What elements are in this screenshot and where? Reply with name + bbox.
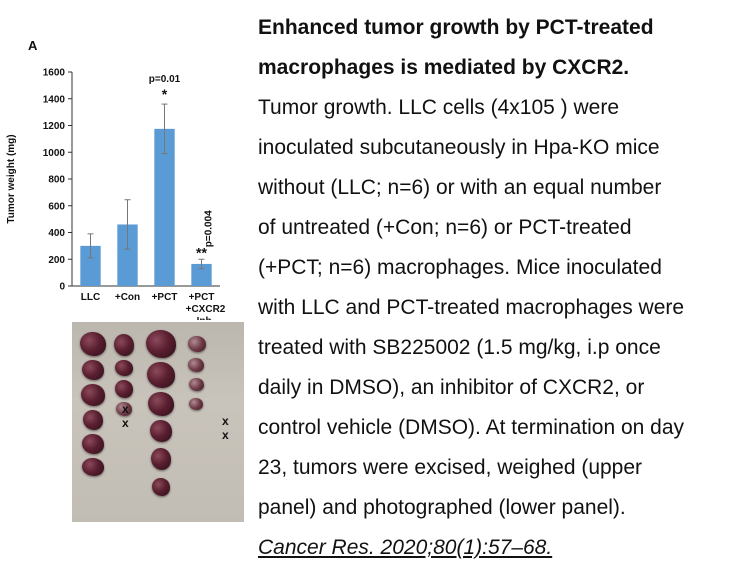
tumor-specimen [115, 380, 133, 398]
tumor-specimen [114, 334, 134, 356]
caption-body-line: daily in DMSO), an inhibitor of CXCR2, o… [258, 376, 645, 399]
caption-body-line: Tumor growth. LLC cells (4x105 ) were [258, 96, 620, 119]
caption-body-line: inoculated subcutaneously in Hpa-KO mice [258, 136, 660, 159]
caption-body: Tumor growth. LLC cells (4x105 ) were in… [258, 88, 753, 528]
x-marker: x [222, 428, 229, 442]
y-tick-label: 1200 [43, 121, 66, 132]
category-label: +CXCR2 [186, 304, 226, 315]
tumor-specimen [80, 332, 106, 356]
tumor-specimen [115, 360, 133, 376]
tumor-specimen [189, 378, 204, 391]
p-value-label: p=0.01 [149, 74, 181, 85]
tumor-specimen [148, 392, 174, 416]
caption-body-line: 23, tumors were excised, weighed (upper [258, 456, 643, 479]
category-label: LLC [81, 292, 100, 303]
tumor-specimen [81, 384, 105, 406]
caption-body-line: without (LLC; n=6) or with an equal numb… [258, 176, 662, 199]
tumor-specimen [82, 434, 104, 454]
tumor-specimen [82, 458, 104, 476]
category-label: +PCT [189, 292, 215, 303]
y-axis-label: Tumor weight (mg) [6, 134, 17, 223]
tumor-specimen [188, 336, 206, 352]
caption-body-line: treated with SB225002 (1.5 mg/kg, i.p on… [258, 336, 661, 359]
category-label: +Con [115, 292, 140, 303]
bar [191, 263, 212, 286]
caption-body-line: panel) and photographed (lower panel). [258, 496, 626, 519]
tumor-specimen [188, 358, 204, 372]
significance-stars: ** [196, 244, 207, 260]
tumor-specimen [189, 398, 203, 410]
caption-title: Enhanced tumor growth by PCT-treated mac… [258, 8, 753, 88]
p-value-label: p=0.004 [204, 210, 215, 247]
category-label: Inh. [197, 316, 215, 320]
citation-line: Cancer Res. 2020;80(1):57–68. [258, 528, 753, 568]
panel-label: A [28, 38, 38, 53]
bar [117, 224, 138, 286]
caption-body-line: with LLC and PCT-treated macrophages wer… [258, 296, 685, 319]
tumor-specimen [146, 330, 176, 358]
tumor-specimen [82, 360, 104, 380]
y-tick-label: 1400 [43, 94, 66, 105]
bar [154, 128, 175, 286]
x-marker: x [122, 402, 129, 416]
tumor-specimen [152, 478, 170, 496]
y-tick-label: 800 [48, 175, 65, 186]
caption-body-line: of untreated (+Con; n=6) or PCT-treated [258, 216, 632, 239]
caption-title-line: macrophages is mediated by CXCR2. [258, 56, 630, 79]
tumor-specimen [150, 420, 172, 442]
tumor-weight-chart: Tumor weight (mg) 0 200 400 600 800 1000 1200 14… [6, 68, 226, 321]
tumor-specimen [83, 410, 103, 430]
x-marker: x [222, 414, 229, 428]
y-tick-label: 600 [48, 201, 65, 212]
citation-link[interactable]: Cancer Res. 2020;80(1):57–68. [258, 536, 553, 559]
y-tick-label: 1000 [43, 148, 66, 159]
tumor-specimen [147, 362, 175, 388]
x-marker: x [122, 416, 129, 430]
caption-body-line: control vehicle (DMSO). At termination o… [258, 416, 685, 439]
y-tick-label: 200 [48, 255, 65, 266]
y-tick-label: 400 [48, 228, 65, 239]
significance-stars: * [162, 86, 168, 102]
caption: Enhanced tumor growth by PCT-treated mac… [258, 8, 753, 568]
figure-panel: A Tumor weight (mg) 0 200 400 600 800 1000 1200… [0, 0, 250, 567]
tumor-specimen [116, 402, 132, 416]
caption-title-line: Enhanced tumor growth by PCT-treated [258, 16, 654, 39]
tumor-specimen [151, 448, 171, 470]
y-tick-label: 0 [59, 282, 65, 293]
bar [80, 245, 101, 286]
tumor-photo: x x x x [72, 322, 244, 522]
y-tick-label: 1600 [43, 68, 66, 79]
category-label: +PCT [152, 292, 178, 303]
caption-body-line: (+PCT; n=6) macrophages. Mice inoculated [258, 256, 662, 279]
